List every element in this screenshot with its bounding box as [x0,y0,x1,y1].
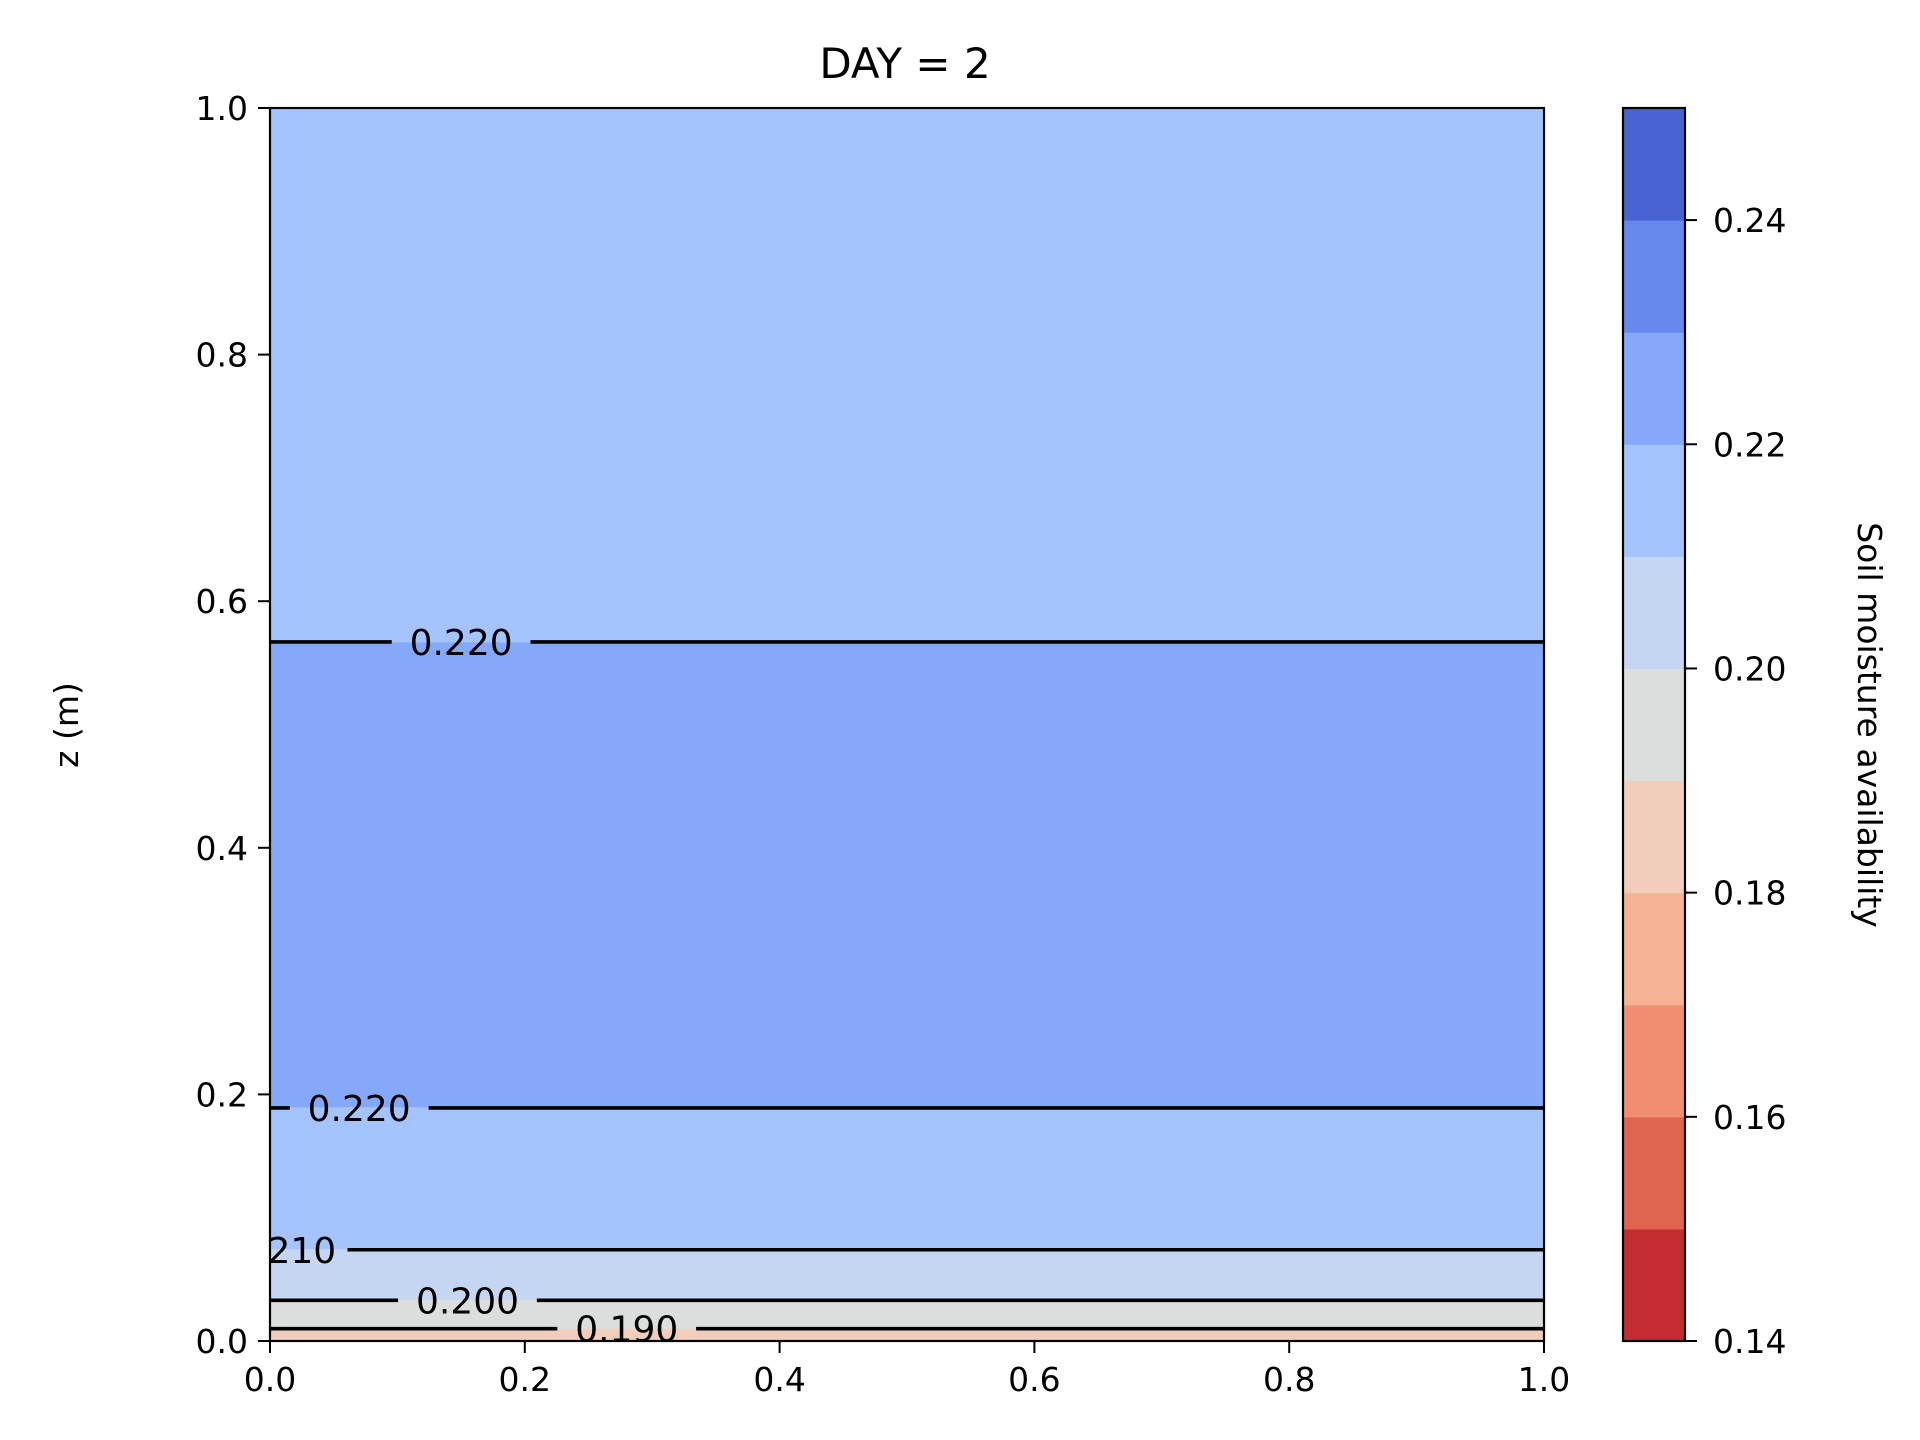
contour-band [270,108,1544,642]
colorbar-tick-label: 0.24 [1713,201,1786,240]
colorbar-segment [1623,1117,1685,1230]
contour-label: 0.200 [416,1281,519,1322]
colorbar-tick-label: 0.22 [1713,425,1786,464]
x-tick-label: 0.2 [499,1360,551,1399]
contour-band [270,1329,1544,1342]
x-tick-label: 0.4 [753,1360,805,1399]
colorbar-segment [1623,781,1685,894]
contour-label: 210 [267,1231,336,1272]
y-tick-label: 0.4 [196,829,248,868]
x-tick-label: 1.0 [1518,1360,1570,1399]
x-tick-label: 0.0 [244,1360,296,1399]
plot-area [270,108,1544,1342]
y-tick-label: 0.6 [196,582,248,621]
contour-label: 0.190 [575,1310,678,1351]
colorbar-segment [1623,332,1685,445]
x-axis: 0.0 0.2 0.4 0.6 0.8 1.0 [244,1341,1570,1399]
contour-band [270,1107,1544,1249]
contour-label: 0.220 [308,1089,411,1130]
colorbar [1623,108,1685,1342]
colorbar-tick-label: 0.18 [1713,874,1786,913]
y-axis: 0.0 0.2 0.4 0.6 0.8 1.0 [196,89,270,1361]
contour-band [270,642,1544,1107]
colorbar-ticks: 0.14 0.16 0.18 0.20 0.22 0.24 [1685,201,1786,1361]
colorbar-segment [1623,108,1685,221]
y-tick-label: 0.2 [196,1075,248,1114]
x-tick-label: 0.6 [1008,1360,1060,1399]
chart-title: DAY = 2 [819,39,990,88]
colorbar-label: Soil moisture availability [1850,522,1889,928]
contour-label: 0.220 [410,623,513,664]
colorbar-segment [1623,668,1685,781]
y-tick-label: 0.0 [196,1322,248,1361]
colorbar-segment [1623,556,1685,669]
x-tick-label: 0.8 [1263,1360,1315,1399]
colorbar-segment [1623,1005,1685,1118]
y-axis-label: z (m) [47,682,86,768]
colorbar-tick-label: 0.20 [1713,649,1786,688]
colorbar-segment [1623,893,1685,1006]
colorbar-tick-label: 0.14 [1713,1322,1786,1361]
colorbar-segment [1623,220,1685,333]
colorbar-segment [1623,1229,1685,1342]
colorbar-tick-label: 0.16 [1713,1098,1786,1137]
y-tick-label: 1.0 [196,89,248,128]
y-tick-label: 0.8 [196,336,248,375]
colorbar-segment [1623,444,1685,557]
